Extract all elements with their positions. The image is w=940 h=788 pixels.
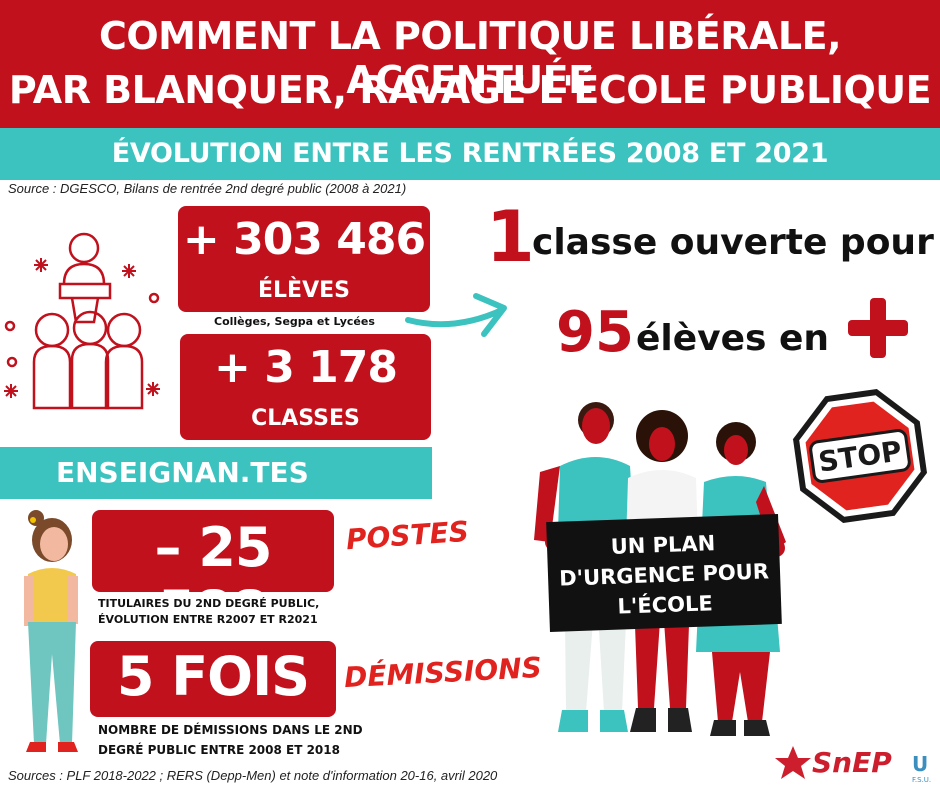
protest-placard: UN PLAN D'URGENCE POUR L'ÉCOLE [546,513,782,633]
resignations-box: 5 FOIS + [90,641,336,771]
snep-star-logo-icon [775,746,811,779]
header-banner: COMMENT LA POLITIQUE LIBÉRALE, ACCENTUÉE… [0,0,940,128]
logo-name: SnEP [812,746,892,779]
header-title-line1: COMMENT LA POLITIQUE LIBÉRALE, ACCENTUÉE [98,14,842,102]
students-box: + 303 486 ÉLÈVES [178,206,430,312]
header-title-line2: PAR BLANQUER, RAVAGE L'ÉCOLE PUBLIQUE [8,68,932,112]
resignations-caption-line1: NOMBRE DE DÉMISSIONS DANS LE 2ND [98,723,363,737]
posts-caption-line1: TITULAIRES DU 2ND DEGRÉ PUBLIC, [98,597,320,610]
ratio-one: 1 [486,196,535,278]
classes-box: + 3 178 CLASSES [180,334,431,440]
source-top: Source : DGESCO, Bilans de rentrée 2nd d… [8,181,407,196]
arrow-right-icon [405,293,507,337]
students-label: ÉLÈVES [258,278,350,303]
resignations-caption-line2: DEGRÉ PUBLIC ENTRE 2008 ET 2018 [98,743,340,757]
classes-value: + 3 178 [214,342,398,393]
ratio-n: 95 [556,300,634,365]
posts-caption-line2: ÉVOLUTION ENTRE R2007 ET R2021 [98,613,318,626]
posts-value: – 25 588 [154,516,273,642]
plus-icon [848,298,908,358]
sad-teacher-figure [24,510,78,752]
ratio-n-text: élèves en [636,318,830,359]
source-bottom: Sources : PLF 2018-2022 ; RERS (Depp-Men… [8,768,498,783]
logo-sub: F.S.U. [912,776,932,784]
students-caption: Collèges, Segpa et Lycées [214,315,375,328]
subtitle-band: ÉVOLUTION ENTRE LES RENTRÉES 2008 ET 202… [0,128,940,180]
resignations-value: 5 FOIS + [116,645,310,771]
posts-word: POSTES [344,514,470,557]
ratio-one-text: classe ouverte pour [532,222,934,263]
posts-caption: TITULAIRES DU 2ND DEGRÉ PUBLIC, ÉVOLUTIO… [98,596,319,628]
resignations-caption: NOMBRE DE DÉMISSIONS DANS LE 2ND DEGRÉ P… [98,720,363,760]
students-value: + 303 486 [182,214,426,265]
teacher-class-icon [4,232,160,410]
stop-sign-icon: STOP [793,389,927,523]
teachers-tag: ENSEIGNAN.TES [0,447,432,499]
logo-mark: U [912,752,929,776]
classes-label: CLASSES [251,406,360,431]
posts-box: – 25 588 [92,510,334,642]
